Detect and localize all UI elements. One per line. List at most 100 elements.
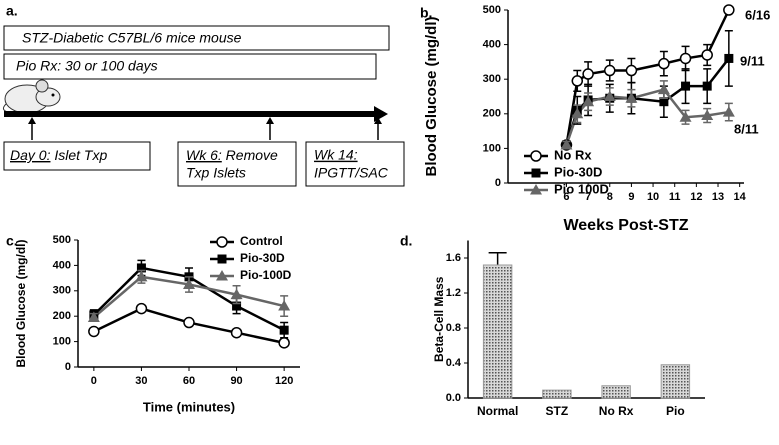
event-arrowhead	[266, 117, 274, 124]
y-tick-label: 300	[483, 73, 501, 85]
marker	[679, 52, 692, 65]
y-tick-label: 100	[53, 336, 71, 348]
legend-marker	[217, 254, 227, 264]
y-tick-label: 400	[483, 39, 501, 51]
legend-marker	[216, 270, 228, 281]
legend-label: Pio-30D	[240, 251, 285, 265]
marker	[657, 83, 670, 95]
marker	[658, 57, 670, 70]
marker	[625, 92, 638, 103]
error-bar	[488, 252, 507, 265]
y-tick-label: 200	[53, 310, 71, 322]
bar	[601, 385, 631, 399]
event-line: IPGTT/SAC	[314, 165, 389, 181]
marker	[681, 81, 691, 91]
x-tick-label: 11	[669, 191, 681, 203]
event-box	[3, 141, 151, 171]
y-axis-label: Beta-Cell Mass	[432, 276, 446, 362]
diagram-title: STZ-Diabetic C57BL/6 mice mouse	[22, 30, 242, 46]
x-tick-label: 8	[607, 191, 613, 203]
marker	[135, 302, 148, 315]
annotation: 8/11	[734, 121, 759, 136]
x-tick-label: 0	[91, 375, 97, 387]
event-heading: Wk 14:	[314, 147, 358, 163]
bar	[542, 389, 572, 399]
event-line: Islet Txp	[54, 147, 107, 163]
treatment-text: Pio Rx: 30 or 100 days	[16, 58, 158, 74]
annotation: 6/16	[745, 7, 770, 22]
marker	[603, 90, 616, 101]
x-tick-label: Pio	[666, 404, 685, 418]
timeline-diagram: a. STZ-Diabetic C57BL/6 mice mouse Pio R…	[2, 3, 405, 187]
marker	[87, 311, 100, 322]
y-tick-label: 500	[483, 4, 501, 16]
y-tick-label: 400	[53, 259, 71, 271]
panel-label: c.	[6, 233, 18, 249]
panel-label: a.	[6, 3, 18, 19]
marker	[230, 326, 243, 339]
marker	[702, 81, 712, 91]
x-tick-label: 90	[230, 375, 242, 387]
event-line: Remove	[226, 147, 278, 163]
y-tick-label: 1.6	[446, 252, 461, 264]
marker	[701, 49, 713, 61]
marker	[571, 107, 584, 119]
bar	[660, 364, 691, 399]
y-tick-label: 0.4	[446, 357, 462, 369]
marker	[183, 278, 195, 289]
y-axis-label: Blood Glucose (mg/dl)	[423, 16, 440, 176]
marker	[232, 301, 242, 311]
legend-marker	[530, 184, 542, 195]
x-tick-label: 13	[712, 191, 724, 203]
marker	[582, 95, 595, 107]
x-tick-label: STZ	[546, 404, 569, 418]
x-tick-label: No Rx	[599, 404, 634, 418]
legend-label: Pio 100D	[554, 181, 609, 196]
title-box	[3, 25, 390, 51]
marker	[723, 4, 735, 16]
x-tick-label: 14	[734, 191, 747, 203]
y-tick-label: 0	[65, 361, 71, 373]
legend-label: Control	[240, 234, 283, 248]
timeline-arrowhead	[374, 106, 388, 122]
legend-label: No Rx	[554, 147, 592, 162]
y-tick-label: 500	[53, 234, 71, 246]
event-arrowhead	[374, 117, 382, 124]
y-tick-label: 0.8	[446, 322, 461, 334]
legend-label: Pio-30D	[554, 164, 602, 179]
y-tick-label: 0	[495, 177, 501, 189]
annotation: 9/11	[740, 53, 765, 68]
x-tick-label: Normal	[477, 404, 518, 418]
x-tick-label: 12	[690, 191, 702, 203]
event-box	[305, 141, 405, 187]
legend-marker	[531, 168, 541, 178]
x-tick-label: 7	[585, 191, 591, 203]
marker	[722, 106, 735, 117]
event-text: Wk 6: Remove	[186, 147, 278, 163]
x-tick-label: 60	[183, 375, 195, 387]
panel-label: b.	[420, 5, 432, 21]
marker	[135, 270, 148, 282]
marker	[582, 68, 594, 80]
panel-label: d.	[400, 233, 412, 249]
legend-marker	[216, 236, 228, 248]
marker	[659, 97, 669, 107]
marker	[278, 337, 290, 349]
y-tick-label: 100	[483, 142, 501, 154]
marker	[279, 325, 289, 335]
marker	[183, 316, 195, 329]
treatment-box	[3, 53, 377, 80]
marker	[230, 288, 243, 300]
bar	[482, 264, 513, 399]
event-heading: Wk 6:	[186, 147, 222, 163]
x-tick-label: 6	[563, 191, 569, 203]
x-tick-label: 10	[647, 191, 659, 203]
y-tick-label: 200	[483, 108, 501, 120]
event-box	[177, 141, 297, 187]
marker	[604, 64, 616, 77]
marker	[571, 75, 584, 87]
event-text: Day 0: Islet Txp	[10, 147, 107, 163]
y-tick-label: 1.2	[446, 287, 461, 299]
marker	[701, 109, 714, 121]
